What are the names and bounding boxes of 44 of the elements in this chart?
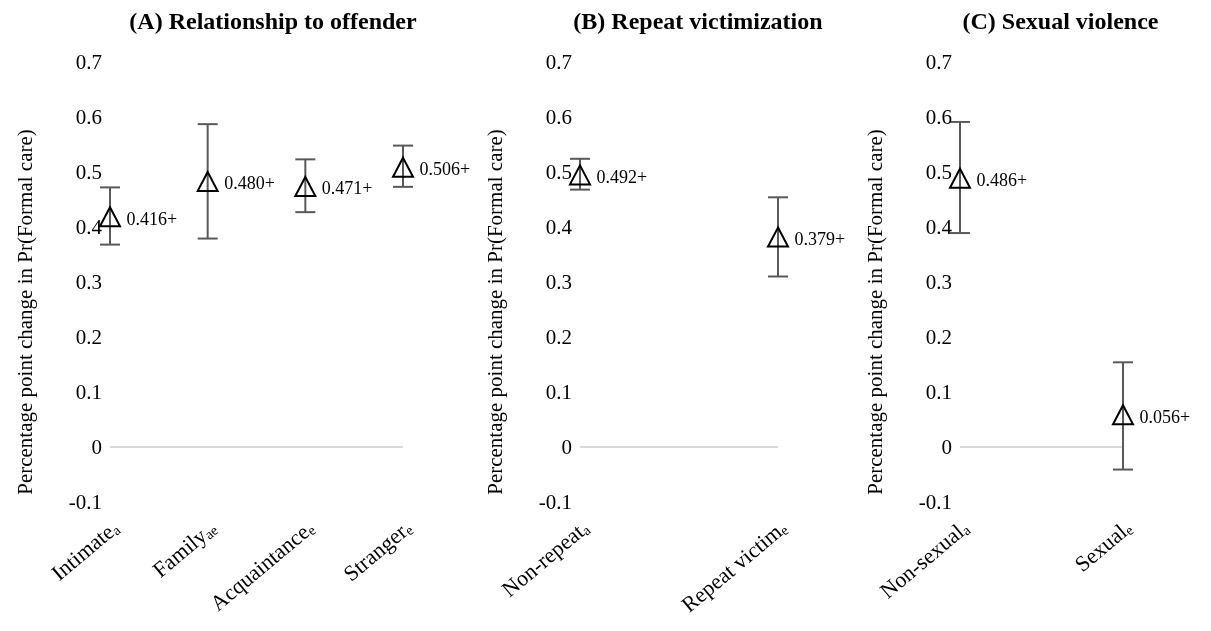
y-tick-label: 0.3 — [925, 270, 952, 295]
y-tick-label: 0 — [91, 435, 102, 460]
y-tick-label: 0 — [561, 435, 572, 460]
y-tick-label: -0.1 — [538, 490, 572, 515]
y-axis-title: Percentage point change in Pr(Formal care) — [13, 129, 38, 495]
y-tick-label: 0.3 — [545, 270, 572, 295]
point — [196, 171, 219, 192]
y-tick-label: 0.5 — [925, 160, 952, 185]
y-tick-label: 0.1 — [925, 380, 952, 405]
y-tick-label: 0.7 — [545, 50, 572, 75]
data-label: 0.379+ — [794, 228, 846, 249]
data-label: 0.056+ — [1139, 406, 1191, 427]
y-tick-label: 0.4 — [545, 215, 573, 240]
y-axis-title: Percentage point change in Pr(Formal care) — [863, 129, 888, 495]
data-label: 0.416+ — [126, 208, 178, 229]
y-tick-label: 0.3 — [75, 270, 102, 295]
data-label: 0.486+ — [976, 170, 1028, 191]
y-tick-label: 0.4 — [925, 215, 953, 240]
data-label: 0.480+ — [224, 173, 275, 194]
chart-title: (A) Relationship to offender — [128, 8, 418, 36]
y-tick-label: 0.5 — [545, 160, 572, 185]
y-tick-label: -0.1 — [68, 490, 102, 515]
y-tick-label: 0.6 — [75, 105, 102, 130]
y-tick-label: 0.1 — [545, 380, 572, 405]
chart-title: (B) Repeat victimization — [572, 8, 824, 36]
chart-title: (C) Sexual violence — [961, 8, 1160, 36]
y-tick-label: 0.6 — [545, 105, 572, 130]
point — [294, 175, 317, 197]
y-tick-label: 0.2 — [925, 325, 952, 350]
y-tick-label: 0.1 — [75, 380, 102, 405]
point — [392, 156, 414, 178]
y-tick-label: 0.4 — [75, 215, 103, 240]
y-axis-title: Percentage point change in Pr(Formal care) — [483, 129, 508, 495]
data-label: 0.492+ — [596, 166, 648, 187]
data-label: 0.506+ — [419, 159, 471, 180]
y-tick-label: 0.7 — [925, 50, 952, 75]
data-label: 0.471+ — [321, 178, 373, 199]
y-tick-label: 0.2 — [545, 325, 572, 350]
y-tick-label: 0.2 — [75, 325, 102, 350]
y-tick-label: -0.1 — [918, 490, 952, 515]
y-tick-label: 0.5 — [75, 160, 102, 185]
y-tick-label: 0.6 — [925, 105, 952, 130]
y-tick-label: 0 — [941, 435, 952, 460]
y-tick-label: 0.7 — [75, 50, 102, 75]
